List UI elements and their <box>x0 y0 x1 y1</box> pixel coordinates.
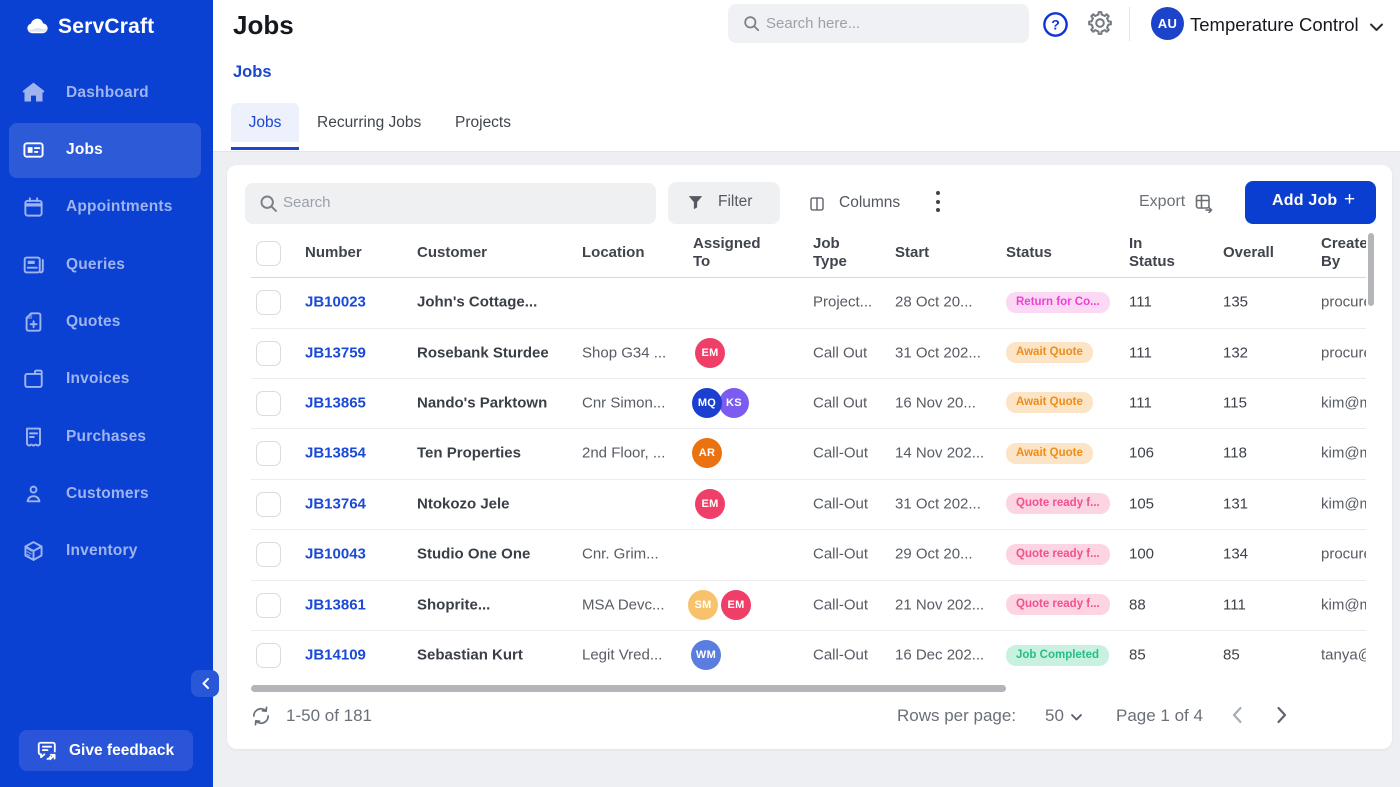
svg-text:?: ? <box>1051 16 1060 32</box>
